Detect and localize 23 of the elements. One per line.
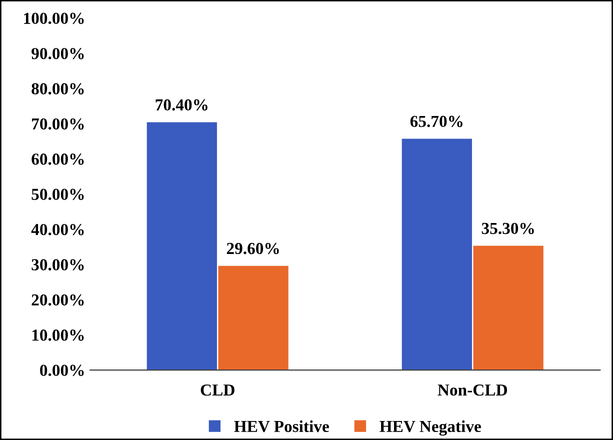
bar — [146, 122, 217, 370]
bar — [402, 138, 472, 370]
y-tick-label: 100.00% — [24, 12, 84, 24]
y-tick-label: 70.00% — [32, 118, 84, 130]
y-tick-label: 80.00% — [32, 83, 84, 94]
y-tick-label: 20.00% — [32, 294, 84, 306]
bar — [218, 266, 288, 370]
y-tick-label: 40.00% — [31, 224, 84, 236]
legend-label: HEV Positive — [234, 420, 329, 432]
data-label: 65.70% — [410, 116, 462, 128]
y-tick-label: 10.00% — [32, 330, 84, 341]
y-tick-label: 30.00% — [32, 259, 84, 270]
y-tick-label: 90.00% — [32, 48, 84, 60]
y-tick-label: 60.00% — [32, 154, 84, 165]
data-label: 35.30% — [482, 222, 534, 234]
data-label: 29.60% — [226, 242, 279, 254]
legend-label: HEV Negative — [380, 420, 481, 436]
x-tick-label: CLD — [200, 384, 234, 396]
y-tick-label: 0.00% — [40, 364, 84, 376]
data-label: 70.40% — [156, 99, 208, 111]
bar — [473, 246, 544, 370]
y-tick-label: 50.00% — [32, 188, 84, 200]
x-tick-label: Non-CLD — [438, 384, 507, 396]
